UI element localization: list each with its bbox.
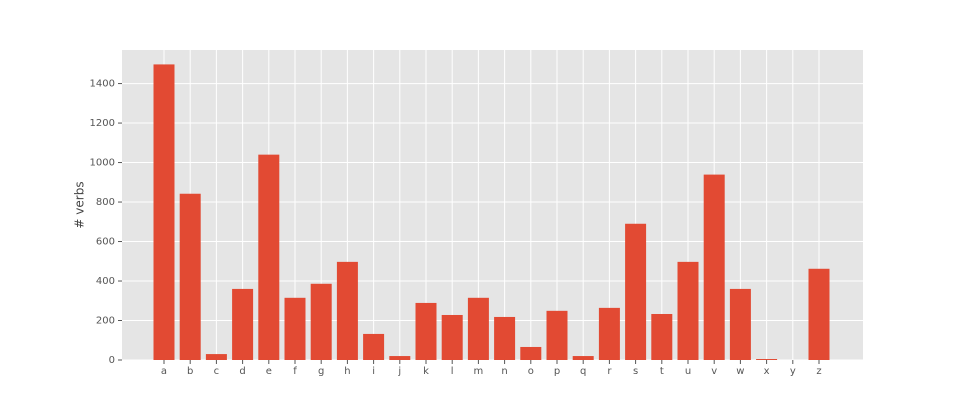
- bar: [363, 333, 385, 360]
- x-tick-label: w: [736, 366, 744, 377]
- x-tick-label: p: [554, 366, 560, 377]
- y-tick-label: 0: [109, 355, 115, 366]
- bar: [258, 154, 280, 360]
- bar: [651, 313, 673, 360]
- x-tick-label: v: [711, 366, 717, 377]
- bar: [729, 288, 751, 360]
- x-tick-label: t: [660, 366, 664, 377]
- y-tick-label: 800: [96, 197, 115, 208]
- y-axis-label: # verbs: [73, 181, 87, 228]
- bar: [336, 261, 358, 360]
- x-tick-label: x: [764, 366, 770, 377]
- bar: [389, 356, 411, 360]
- bar: [205, 354, 227, 360]
- bar: [284, 297, 306, 360]
- x-tick-label: i: [372, 366, 375, 377]
- bar: [572, 356, 594, 360]
- x-tick-label: n: [501, 366, 507, 377]
- bar: [546, 310, 568, 360]
- y-tick-label: 1400: [90, 79, 115, 90]
- x-tick-label: l: [451, 366, 454, 377]
- bar: [153, 64, 175, 361]
- y-tick-label: 1200: [90, 118, 115, 129]
- bar: [677, 261, 699, 360]
- x-tick-label: s: [633, 366, 638, 377]
- bar: [598, 307, 620, 360]
- x-tick-label: j: [397, 366, 401, 377]
- bar: [179, 193, 201, 360]
- y-tick-label: 600: [96, 237, 115, 248]
- x-tick-label: h: [344, 366, 350, 377]
- bar: [625, 223, 647, 360]
- x-tick-label: r: [607, 366, 612, 377]
- bar: [756, 359, 778, 360]
- x-tick-label: k: [423, 366, 429, 377]
- bar: [703, 174, 725, 360]
- bar: [808, 268, 830, 360]
- bar: [310, 283, 332, 360]
- bar: [494, 316, 516, 360]
- x-tick-label: o: [528, 366, 534, 377]
- x-tick-label: u: [685, 366, 691, 377]
- bar: [415, 302, 437, 360]
- x-tick-label: m: [474, 366, 484, 377]
- bar: [441, 314, 463, 360]
- x-tick-label: c: [214, 366, 220, 377]
- y-tick-label: 400: [96, 276, 115, 287]
- bar: [467, 297, 489, 360]
- bar: [232, 288, 254, 360]
- x-tick-label: a: [161, 366, 167, 377]
- x-tick-label: g: [318, 366, 324, 377]
- x-tick-label: f: [293, 366, 297, 377]
- y-tick-label: 1000: [90, 158, 115, 169]
- bar: [520, 346, 542, 360]
- x-tick-label: q: [580, 366, 586, 377]
- x-tick-label: b: [187, 366, 193, 377]
- x-tick-label: z: [816, 366, 821, 377]
- y-tick-label: 200: [96, 316, 115, 327]
- x-tick-label: d: [239, 366, 245, 377]
- x-tick-label: y: [790, 366, 796, 377]
- x-tick-label: e: [266, 366, 272, 377]
